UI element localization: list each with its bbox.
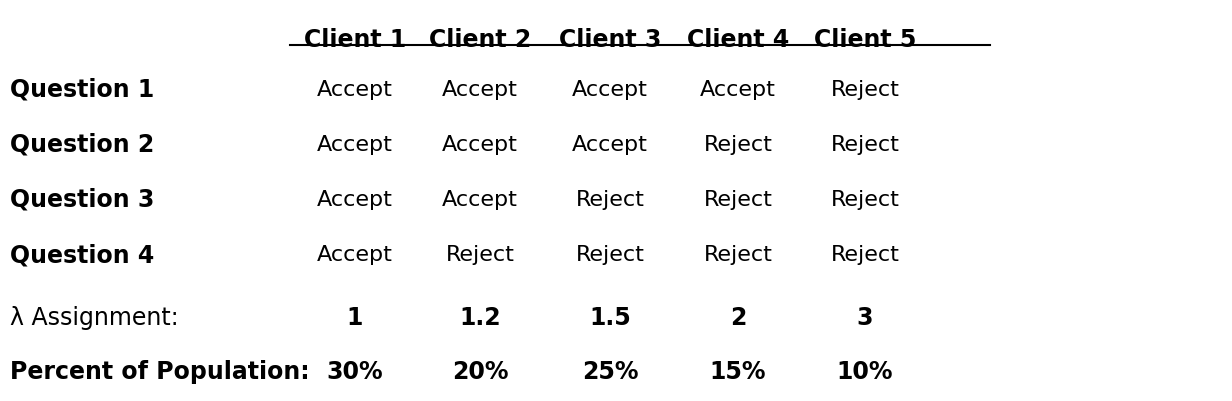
Text: Reject: Reject bbox=[575, 190, 644, 209]
Text: Accept: Accept bbox=[317, 244, 393, 264]
Text: Reject: Reject bbox=[830, 244, 899, 264]
Text: 15%: 15% bbox=[710, 359, 766, 383]
Text: Client 2: Client 2 bbox=[429, 28, 531, 52]
Text: Accept: Accept bbox=[317, 135, 393, 155]
Text: Reject: Reject bbox=[703, 244, 772, 264]
Text: Reject: Reject bbox=[830, 80, 899, 100]
Text: Reject: Reject bbox=[446, 244, 515, 264]
Text: Reject: Reject bbox=[703, 190, 772, 209]
Text: Client 3: Client 3 bbox=[559, 28, 662, 52]
Text: 10%: 10% bbox=[837, 359, 893, 383]
Text: Accept: Accept bbox=[572, 135, 648, 155]
Text: 1.2: 1.2 bbox=[460, 305, 501, 329]
Text: Accept: Accept bbox=[317, 190, 393, 209]
Text: Client 4: Client 4 bbox=[687, 28, 790, 52]
Text: Question 3: Question 3 bbox=[10, 188, 154, 211]
Text: Question 4: Question 4 bbox=[10, 242, 154, 266]
Text: Accept: Accept bbox=[442, 80, 517, 100]
Text: Reject: Reject bbox=[830, 135, 899, 155]
Text: 2: 2 bbox=[729, 305, 747, 329]
Text: 20%: 20% bbox=[452, 359, 509, 383]
Text: 30%: 30% bbox=[326, 359, 383, 383]
Text: Reject: Reject bbox=[575, 244, 644, 264]
Text: Accept: Accept bbox=[442, 190, 517, 209]
Text: Reject: Reject bbox=[830, 190, 899, 209]
Text: 3: 3 bbox=[856, 305, 873, 329]
Text: 1: 1 bbox=[347, 305, 363, 329]
Text: Percent of Population:: Percent of Population: bbox=[10, 359, 309, 383]
Text: 1.5: 1.5 bbox=[589, 305, 631, 329]
Text: Reject: Reject bbox=[703, 135, 772, 155]
Text: Accept: Accept bbox=[572, 80, 648, 100]
Text: Accept: Accept bbox=[317, 80, 393, 100]
Text: Client 5: Client 5 bbox=[814, 28, 917, 52]
Text: 25%: 25% bbox=[582, 359, 638, 383]
Text: Accept: Accept bbox=[700, 80, 776, 100]
Text: Accept: Accept bbox=[442, 135, 517, 155]
Text: Question 2: Question 2 bbox=[10, 133, 154, 157]
Text: Question 1: Question 1 bbox=[10, 78, 154, 102]
Text: Client 1: Client 1 bbox=[304, 28, 407, 52]
Text: λ Assignment:: λ Assignment: bbox=[10, 305, 179, 329]
